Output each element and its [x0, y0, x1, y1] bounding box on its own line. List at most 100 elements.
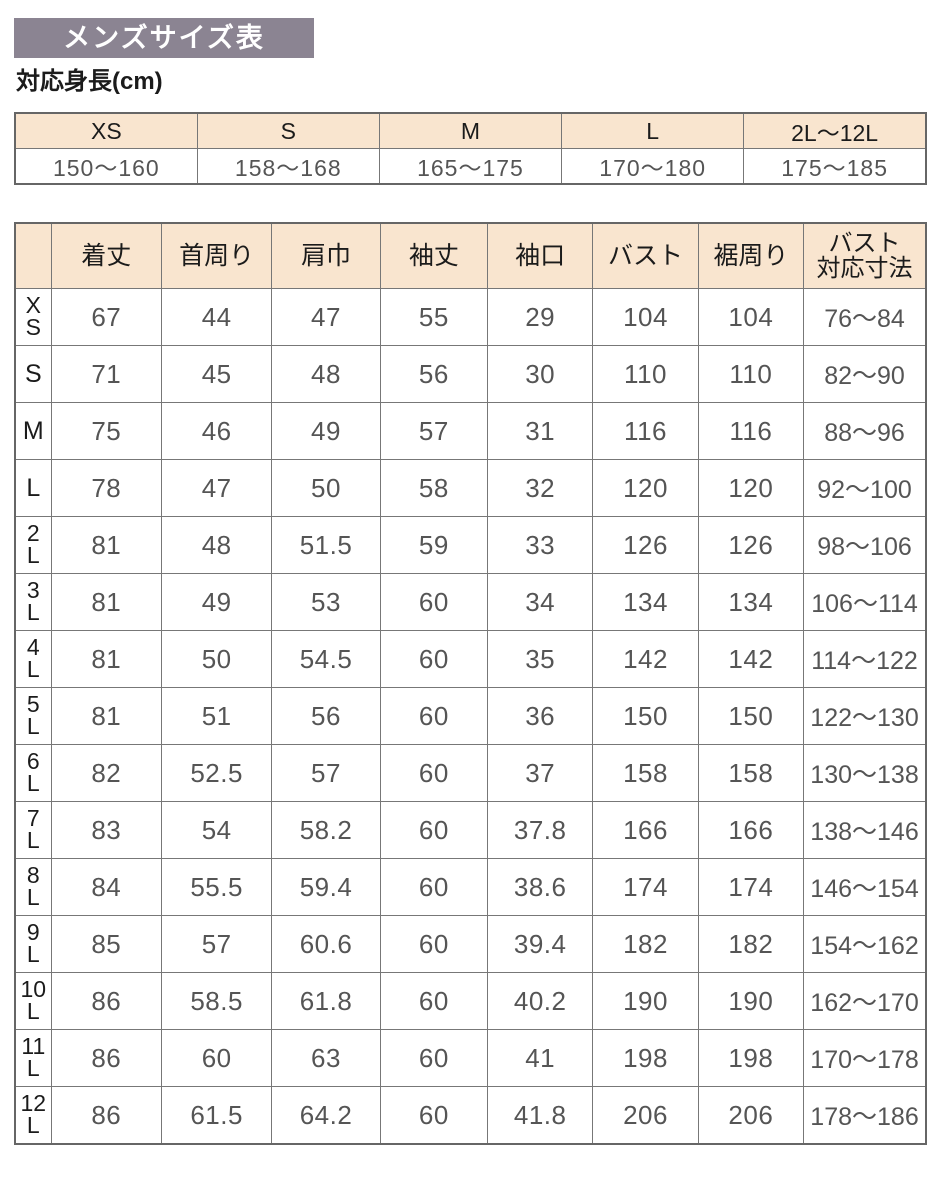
height-table-value-row: 150〜160 158〜168 165〜175 170〜180 175〜185 [14, 148, 927, 185]
cell-measurement: 59.4 [271, 858, 381, 916]
cell-measurement: 83 [50, 801, 162, 859]
cell-bust-range: 130〜138 [803, 744, 927, 802]
cell-measurement: 32 [487, 459, 594, 517]
cell-measurement: 190 [592, 972, 699, 1030]
size-label-line: 10 [20, 976, 47, 1003]
size-label-line: L [26, 1112, 40, 1138]
cell-measurement: 36 [487, 687, 594, 745]
cell-measurement: 104 [697, 288, 805, 346]
table-row: 6 L 82 52.5 57 60 37 158 158 130〜138 [14, 744, 927, 802]
cell-measurement: 41.8 [487, 1086, 594, 1145]
cell-measurement: 58 [379, 459, 489, 517]
cell-measurement: 60 [379, 915, 489, 973]
cell-measurement: 54.5 [271, 630, 381, 688]
cell-measurement: 60 [379, 801, 489, 859]
cell-measurement: 198 [697, 1029, 805, 1087]
measurement-header-row: 着丈 首周り 肩巾 袖丈 袖口 バスト 裾周り バスト 対応寸法 [14, 222, 927, 289]
cell-measurement: 58.2 [271, 801, 381, 859]
size-label-line: L [26, 884, 40, 910]
cell-measurement: 33 [487, 516, 594, 574]
measurement-table-body: X S 67 44 47 55 29 104 104 76〜84 S 71 45 48 56 30 110 110… [14, 288, 927, 1145]
cell-measurement: 60 [379, 972, 489, 1030]
header-cell-sodeguchi: 袖口 [487, 222, 594, 289]
cell-bust-range: 92〜100 [803, 459, 927, 517]
cell-measurement: 56 [271, 687, 381, 745]
size-label-line: 7 [26, 805, 40, 832]
cell-measurement: 37.8 [487, 801, 594, 859]
cell-measurement: 45 [160, 345, 273, 403]
cell-measurement: 150 [697, 687, 805, 745]
height-header-cell: L [561, 112, 745, 149]
cell-measurement: 86 [50, 972, 162, 1030]
size-label-stack: 10 L [16, 976, 51, 1024]
cell-measurement: 39.4 [487, 915, 594, 973]
cell-measurement: 110 [697, 345, 805, 403]
cell-measurement: 190 [697, 972, 805, 1030]
height-value-cell: 175〜185 [743, 148, 927, 185]
cell-measurement: 158 [697, 744, 805, 802]
cell-measurement: 57 [379, 402, 489, 460]
size-label-line: S [25, 314, 41, 340]
cell-bust-range: 170〜178 [803, 1029, 927, 1087]
header-cell-kitake: 着丈 [50, 222, 162, 289]
size-label-line: 9 [26, 919, 40, 946]
cell-bust-range: 146〜154 [803, 858, 927, 916]
cell-measurement: 37 [487, 744, 594, 802]
cell-measurement: 60 [379, 858, 489, 916]
size-label-line: L [26, 998, 40, 1024]
cell-bust-range: 88〜96 [803, 402, 927, 460]
size-label-line: 2 [26, 520, 40, 547]
cell-measurement: 41 [487, 1029, 594, 1087]
cell-bust-range: 76〜84 [803, 288, 927, 346]
cell-measurement: 84 [50, 858, 162, 916]
height-range-table: XS S M L 2L〜12L 150〜160 158〜168 165〜175 … [14, 112, 927, 185]
cell-measurement: 46 [160, 402, 273, 460]
header-line-1: バスト [828, 229, 901, 257]
size-label-stack: 12 L [16, 1092, 51, 1138]
table-row: 11 L 86 60 63 60 41 198 198 170〜178 [14, 1029, 927, 1087]
cell-measurement: 51.5 [271, 516, 381, 574]
cell-bust-range: 106〜114 [803, 573, 927, 631]
cell-measurement: 120 [697, 459, 805, 517]
cell-measurement: 116 [592, 402, 699, 460]
cell-measurement: 64.2 [271, 1086, 381, 1145]
cell-measurement: 50 [271, 459, 381, 517]
cell-bust-range: 98〜106 [803, 516, 927, 574]
size-label-line: L [26, 770, 40, 796]
cell-measurement: 126 [697, 516, 805, 574]
measurement-table: 着丈 首周り 肩巾 袖丈 袖口 バスト 裾周り バスト 対応寸法 X S 67 44 4… [14, 222, 927, 1145]
table-row: M 75 46 49 57 31 116 116 88〜96 [14, 402, 927, 460]
cell-bust-range: 162〜170 [803, 972, 927, 1030]
cell-measurement: 50 [160, 630, 273, 688]
cell-measurement: 55 [379, 288, 489, 346]
size-label-line: L [26, 656, 40, 682]
cell-measurement: 51 [160, 687, 273, 745]
cell-measurement: 110 [592, 345, 699, 403]
cell-measurement: 150 [592, 687, 699, 745]
header-cell-bust: バスト [592, 222, 699, 289]
cell-measurement: 57 [160, 915, 273, 973]
cell-measurement: 60 [379, 1029, 489, 1087]
cell-measurement: 29 [487, 288, 594, 346]
size-label-line: 3 [26, 577, 40, 604]
table-row: 2 L 81 48 51.5 59 33 126 126 98〜106 [14, 516, 927, 574]
table-row: 9 L 85 57 60.6 60 39.4 182 182 154〜162 [14, 915, 927, 973]
size-label-line: 5 [26, 691, 40, 718]
height-table-header-row: XS S M L 2L〜12L [14, 112, 927, 149]
cell-measurement: 61.5 [160, 1086, 273, 1145]
cell-measurement: 85 [50, 915, 162, 973]
cell-measurement: 78 [50, 459, 162, 517]
cell-measurement: 59 [379, 516, 489, 574]
row-size-label: L [14, 459, 52, 517]
height-value-cell: 165〜175 [378, 148, 563, 185]
cell-measurement: 40.2 [487, 972, 594, 1030]
table-row: S 71 45 48 56 30 110 110 82〜90 [14, 345, 927, 403]
cell-measurement: 86 [50, 1086, 162, 1145]
